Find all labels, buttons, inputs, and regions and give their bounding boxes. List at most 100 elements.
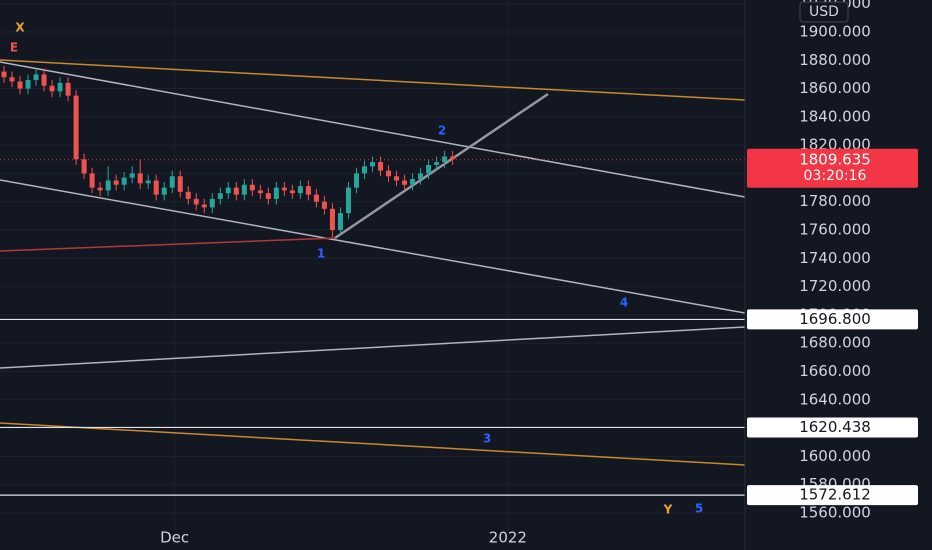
candle-body xyxy=(257,190,263,194)
y-tick-label: 1740.000 xyxy=(799,249,871,267)
candle-body xyxy=(418,173,424,180)
candle-body xyxy=(97,187,103,191)
candle-body xyxy=(49,85,55,92)
candle-body xyxy=(105,180,111,191)
candle-body xyxy=(185,191,191,199)
candle-body xyxy=(209,198,215,208)
candle-body xyxy=(386,170,392,177)
wave-label: 1 xyxy=(317,247,325,261)
y-tick-label: 1880.000 xyxy=(799,51,871,69)
candle-body xyxy=(241,184,247,195)
price-level-label: 1620.438 xyxy=(799,418,871,436)
trend-line xyxy=(0,422,746,466)
candle-body xyxy=(17,81,23,89)
candle-body xyxy=(169,176,175,188)
candle-body xyxy=(217,193,223,199)
candle-body xyxy=(249,184,255,191)
y-tick-label: 1680.000 xyxy=(799,334,871,352)
trend-line xyxy=(0,237,336,252)
candle-body xyxy=(145,180,151,184)
candle-body xyxy=(353,173,359,188)
wave-label: 2 xyxy=(438,124,446,138)
candle-body xyxy=(89,173,95,188)
candle-body xyxy=(225,187,231,194)
candle-body xyxy=(281,187,287,191)
y-tick-label: 1780.000 xyxy=(799,192,871,210)
candle-body xyxy=(233,187,239,195)
current-price-label: 1809.635 xyxy=(799,150,871,168)
y-tick-label: 1640.000 xyxy=(799,390,871,408)
candle-body xyxy=(113,180,119,185)
y-tick-label: 1760.000 xyxy=(799,221,871,239)
y-tick-label: 1900.000 xyxy=(799,22,871,40)
y-tick-label: 1720.000 xyxy=(799,277,871,295)
price-level-label: 1696.800 xyxy=(799,310,871,328)
price-level-label: 1572.612 xyxy=(799,486,871,504)
y-tick-label: 1860.000 xyxy=(799,79,871,97)
candle-body xyxy=(313,194,319,202)
price-level-box xyxy=(747,309,918,330)
candle-body xyxy=(394,176,400,181)
price-level-box xyxy=(747,485,918,506)
trend-line xyxy=(0,61,746,198)
candle-body xyxy=(321,201,327,209)
candle-body xyxy=(329,208,335,231)
candle-body xyxy=(289,190,295,194)
axis: 1560.0001580.0001600.0001620.0001640.000… xyxy=(747,0,918,521)
candle-body xyxy=(177,176,183,192)
wave-label: 3 xyxy=(483,432,491,446)
candle-body xyxy=(337,213,343,231)
candle-body xyxy=(193,198,199,205)
trend-line xyxy=(0,179,746,314)
candle-body xyxy=(161,187,167,195)
wave-label: X xyxy=(15,21,25,35)
candle-body xyxy=(410,179,416,185)
wave-label: 5 xyxy=(695,502,703,516)
candle-body xyxy=(33,74,39,81)
x-tick-label: Dec xyxy=(160,529,189,547)
candle-body xyxy=(137,173,143,184)
countdown-label: 03:20:16 xyxy=(804,168,867,184)
candle-body xyxy=(129,173,135,178)
candle-body xyxy=(345,187,351,214)
candle-body xyxy=(434,162,440,165)
current-price-box xyxy=(747,148,918,188)
x-tick-label: 2022 xyxy=(489,529,527,547)
candle-body xyxy=(273,187,279,199)
candle-body xyxy=(73,95,79,160)
candle-body xyxy=(426,164,432,174)
candle-body xyxy=(9,77,15,82)
candle-body xyxy=(361,166,367,174)
price-level-box xyxy=(747,417,918,438)
plot: Dec 2022 XE 1 2 3 4 Y 5 xyxy=(0,21,745,547)
candle-body xyxy=(121,177,127,185)
price-axis xyxy=(745,0,932,550)
candle-body xyxy=(305,186,311,195)
y-tick-label: 1660.000 xyxy=(799,362,871,380)
wave-label: 4 xyxy=(620,296,628,310)
candle-body xyxy=(41,74,47,86)
candle-body xyxy=(442,156,448,163)
candle-body xyxy=(370,162,375,167)
y-tick-label: 1600.000 xyxy=(799,447,871,465)
candle-body xyxy=(153,180,159,195)
drawings xyxy=(0,59,746,466)
candle-body xyxy=(81,159,87,174)
wave-label: E xyxy=(10,41,18,55)
candle-body xyxy=(1,71,7,78)
y-tick-label: 1840.000 xyxy=(799,107,871,125)
currency-box xyxy=(799,1,849,23)
y-tick-label: 1560.000 xyxy=(799,503,871,521)
wave-label: Y xyxy=(663,503,673,517)
trend-line xyxy=(0,59,746,101)
candle-body xyxy=(25,80,31,89)
candle-body xyxy=(450,156,456,160)
candle-body xyxy=(57,82,63,92)
candle-body xyxy=(297,186,303,194)
currency-label: USD xyxy=(809,4,839,20)
candle-body xyxy=(402,180,408,185)
candle-body xyxy=(65,82,71,96)
candle-body xyxy=(378,162,384,171)
trend-line xyxy=(0,326,746,369)
